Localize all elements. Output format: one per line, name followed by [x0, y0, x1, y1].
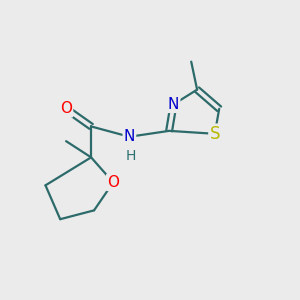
- Text: O: O: [107, 175, 119, 190]
- Text: N: N: [124, 129, 135, 144]
- Text: O: O: [60, 101, 72, 116]
- Text: S: S: [209, 125, 220, 143]
- Text: H: H: [126, 149, 136, 163]
- Text: N: N: [168, 97, 179, 112]
